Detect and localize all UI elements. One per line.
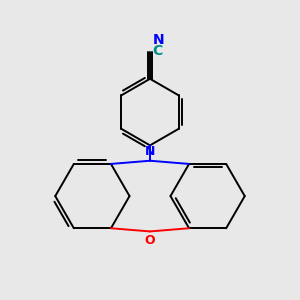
Text: C: C — [153, 44, 163, 58]
Text: N: N — [153, 33, 164, 47]
Text: N: N — [145, 145, 155, 158]
Text: O: O — [145, 234, 155, 247]
